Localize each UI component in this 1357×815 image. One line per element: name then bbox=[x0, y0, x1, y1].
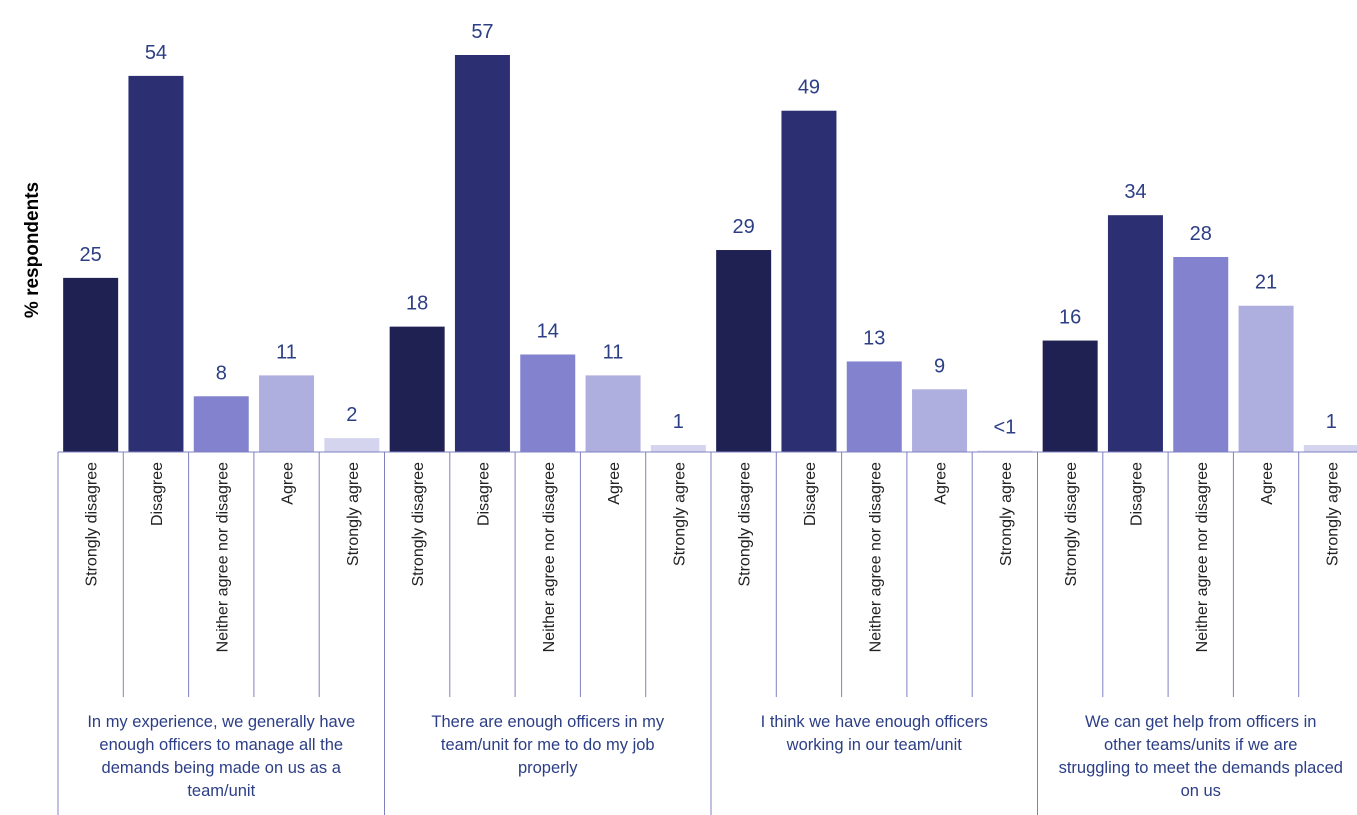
group-label: In my experience, we generally have enoug… bbox=[87, 713, 355, 800]
data-label: 25 bbox=[80, 244, 102, 266]
group-label: I think we have enough officers working i… bbox=[761, 713, 988, 754]
bar bbox=[128, 75, 184, 452]
category-tick-label: Neither agree nor disagree bbox=[214, 462, 231, 652]
data-label: 2 bbox=[346, 404, 357, 426]
bar bbox=[1042, 340, 1098, 452]
data-label: 21 bbox=[1255, 272, 1277, 294]
data-label: 11 bbox=[276, 341, 297, 363]
category-tick-label: Strongly agree bbox=[998, 462, 1015, 566]
category-tick-label: Strongly disagree bbox=[737, 462, 754, 587]
data-label: 49 bbox=[798, 77, 820, 99]
category-tick-label: Agree bbox=[606, 462, 623, 505]
data-label: 54 bbox=[145, 42, 167, 64]
bar bbox=[454, 55, 510, 452]
bar bbox=[1107, 215, 1163, 452]
category-tick-label: Strongly disagree bbox=[410, 462, 427, 587]
category-tick-label: Strongly disagree bbox=[84, 462, 101, 587]
bar bbox=[650, 445, 706, 452]
bar bbox=[389, 326, 445, 452]
data-label: 18 bbox=[406, 293, 428, 315]
data-label: 8 bbox=[216, 362, 227, 384]
data-label: 1 bbox=[1326, 411, 1337, 433]
data-label: 34 bbox=[1124, 181, 1146, 203]
group-label: There are enough officers in my team/unit… bbox=[431, 713, 664, 777]
category-tick-label: Strongly agree bbox=[345, 462, 362, 566]
data-label: 1 bbox=[673, 411, 684, 433]
bar bbox=[1238, 305, 1294, 452]
bar bbox=[259, 375, 315, 452]
data-label: 13 bbox=[863, 327, 885, 349]
category-tick-label: Disagree bbox=[802, 462, 819, 526]
bar bbox=[1303, 445, 1357, 452]
data-label: <1 bbox=[993, 417, 1016, 439]
data-label: 16 bbox=[1059, 307, 1081, 329]
bar bbox=[324, 438, 380, 452]
bar bbox=[977, 450, 1033, 452]
data-label: 11 bbox=[603, 341, 624, 363]
data-label: 29 bbox=[733, 216, 755, 238]
category-tick-label: Strongly disagree bbox=[1063, 462, 1080, 587]
category-tick-label: Agree bbox=[280, 462, 297, 505]
category-tick-label: Neither agree nor disagree bbox=[1194, 462, 1211, 652]
bar bbox=[1173, 256, 1229, 452]
category-tick-label: Disagree bbox=[475, 462, 492, 526]
category-tick-label: Neither agree nor disagree bbox=[867, 462, 884, 652]
bar bbox=[716, 250, 772, 452]
data-label: 28 bbox=[1190, 223, 1212, 245]
category-tick-label: Neither agree nor disagree bbox=[541, 462, 558, 652]
bar bbox=[781, 110, 837, 452]
bar bbox=[193, 396, 249, 452]
bar bbox=[846, 361, 902, 452]
data-label: 57 bbox=[471, 21, 493, 43]
plot-area: 25 Strongly disagree 54 Disagree 8 Neither ag… bbox=[57, 21, 1357, 815]
category-tick-label: Disagree bbox=[1128, 462, 1145, 526]
bar bbox=[63, 277, 119, 452]
bar bbox=[912, 389, 968, 452]
y-axis-label: % respondents bbox=[22, 182, 43, 318]
bar bbox=[585, 375, 641, 452]
category-tick-label: Strongly agree bbox=[1324, 462, 1341, 566]
data-label: 14 bbox=[537, 320, 559, 342]
category-tick-label: Disagree bbox=[149, 462, 166, 526]
bar bbox=[520, 354, 576, 452]
category-tick-label: Strongly agree bbox=[671, 462, 688, 566]
category-tick-label: Agree bbox=[933, 462, 950, 505]
data-label: 9 bbox=[934, 355, 945, 377]
group-label: We can get help from officers in other te… bbox=[1059, 713, 1343, 800]
category-tick-label: Agree bbox=[1259, 462, 1276, 505]
